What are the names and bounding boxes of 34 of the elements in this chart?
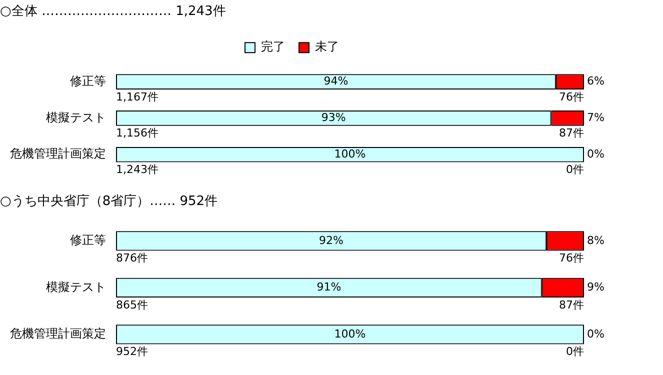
y-tick-label: 模擬テスト <box>46 110 106 124</box>
data-label: 8% <box>587 234 604 247</box>
data-label: 91% <box>316 280 342 294</box>
data-label: 0% <box>587 327 604 340</box>
y-tick-label: 危機管理計画策定 <box>10 146 106 161</box>
annotation: 952件 <box>116 345 148 358</box>
data-label: 92% <box>319 234 344 247</box>
y-tick-label: 修正等 <box>70 74 106 88</box>
data-label: 9% <box>587 280 604 294</box>
data-label: 94% <box>324 74 348 88</box>
data-label: 7% <box>587 111 604 124</box>
annotation: 87件 <box>559 298 584 312</box>
annotation: 76件 <box>559 90 584 104</box>
annotation: 0件 <box>566 345 584 358</box>
annotation: 76件 <box>559 252 584 265</box>
chart-title: ○うち中央省庁（8省庁）…… 952件 <box>0 193 218 210</box>
data-label: 0% <box>587 147 604 160</box>
chart-title: ○全体 ………………………… 1,243件 <box>0 4 226 20</box>
annotation: 865件 <box>116 298 148 312</box>
annotation: 876件 <box>116 252 148 265</box>
data-label: 6% <box>587 74 604 88</box>
annotation: 1,156件 <box>116 126 158 140</box>
y-tick-label: 修正等 <box>70 233 106 248</box>
data-label: 93% <box>321 111 346 124</box>
legend-label: 未了 <box>315 40 339 54</box>
annotation: 1,167件 <box>116 90 158 104</box>
legend-label: 完了 <box>261 40 285 54</box>
annotation: 1,243件 <box>116 163 158 176</box>
data-label: 100% <box>334 327 366 340</box>
annotation: 0件 <box>566 163 584 176</box>
annotation: 87件 <box>559 126 584 140</box>
y-tick-label: 模擬テスト <box>46 280 106 294</box>
data-label: 100% <box>334 147 366 160</box>
y-tick-label: 危機管理計画策定 <box>10 326 106 341</box>
